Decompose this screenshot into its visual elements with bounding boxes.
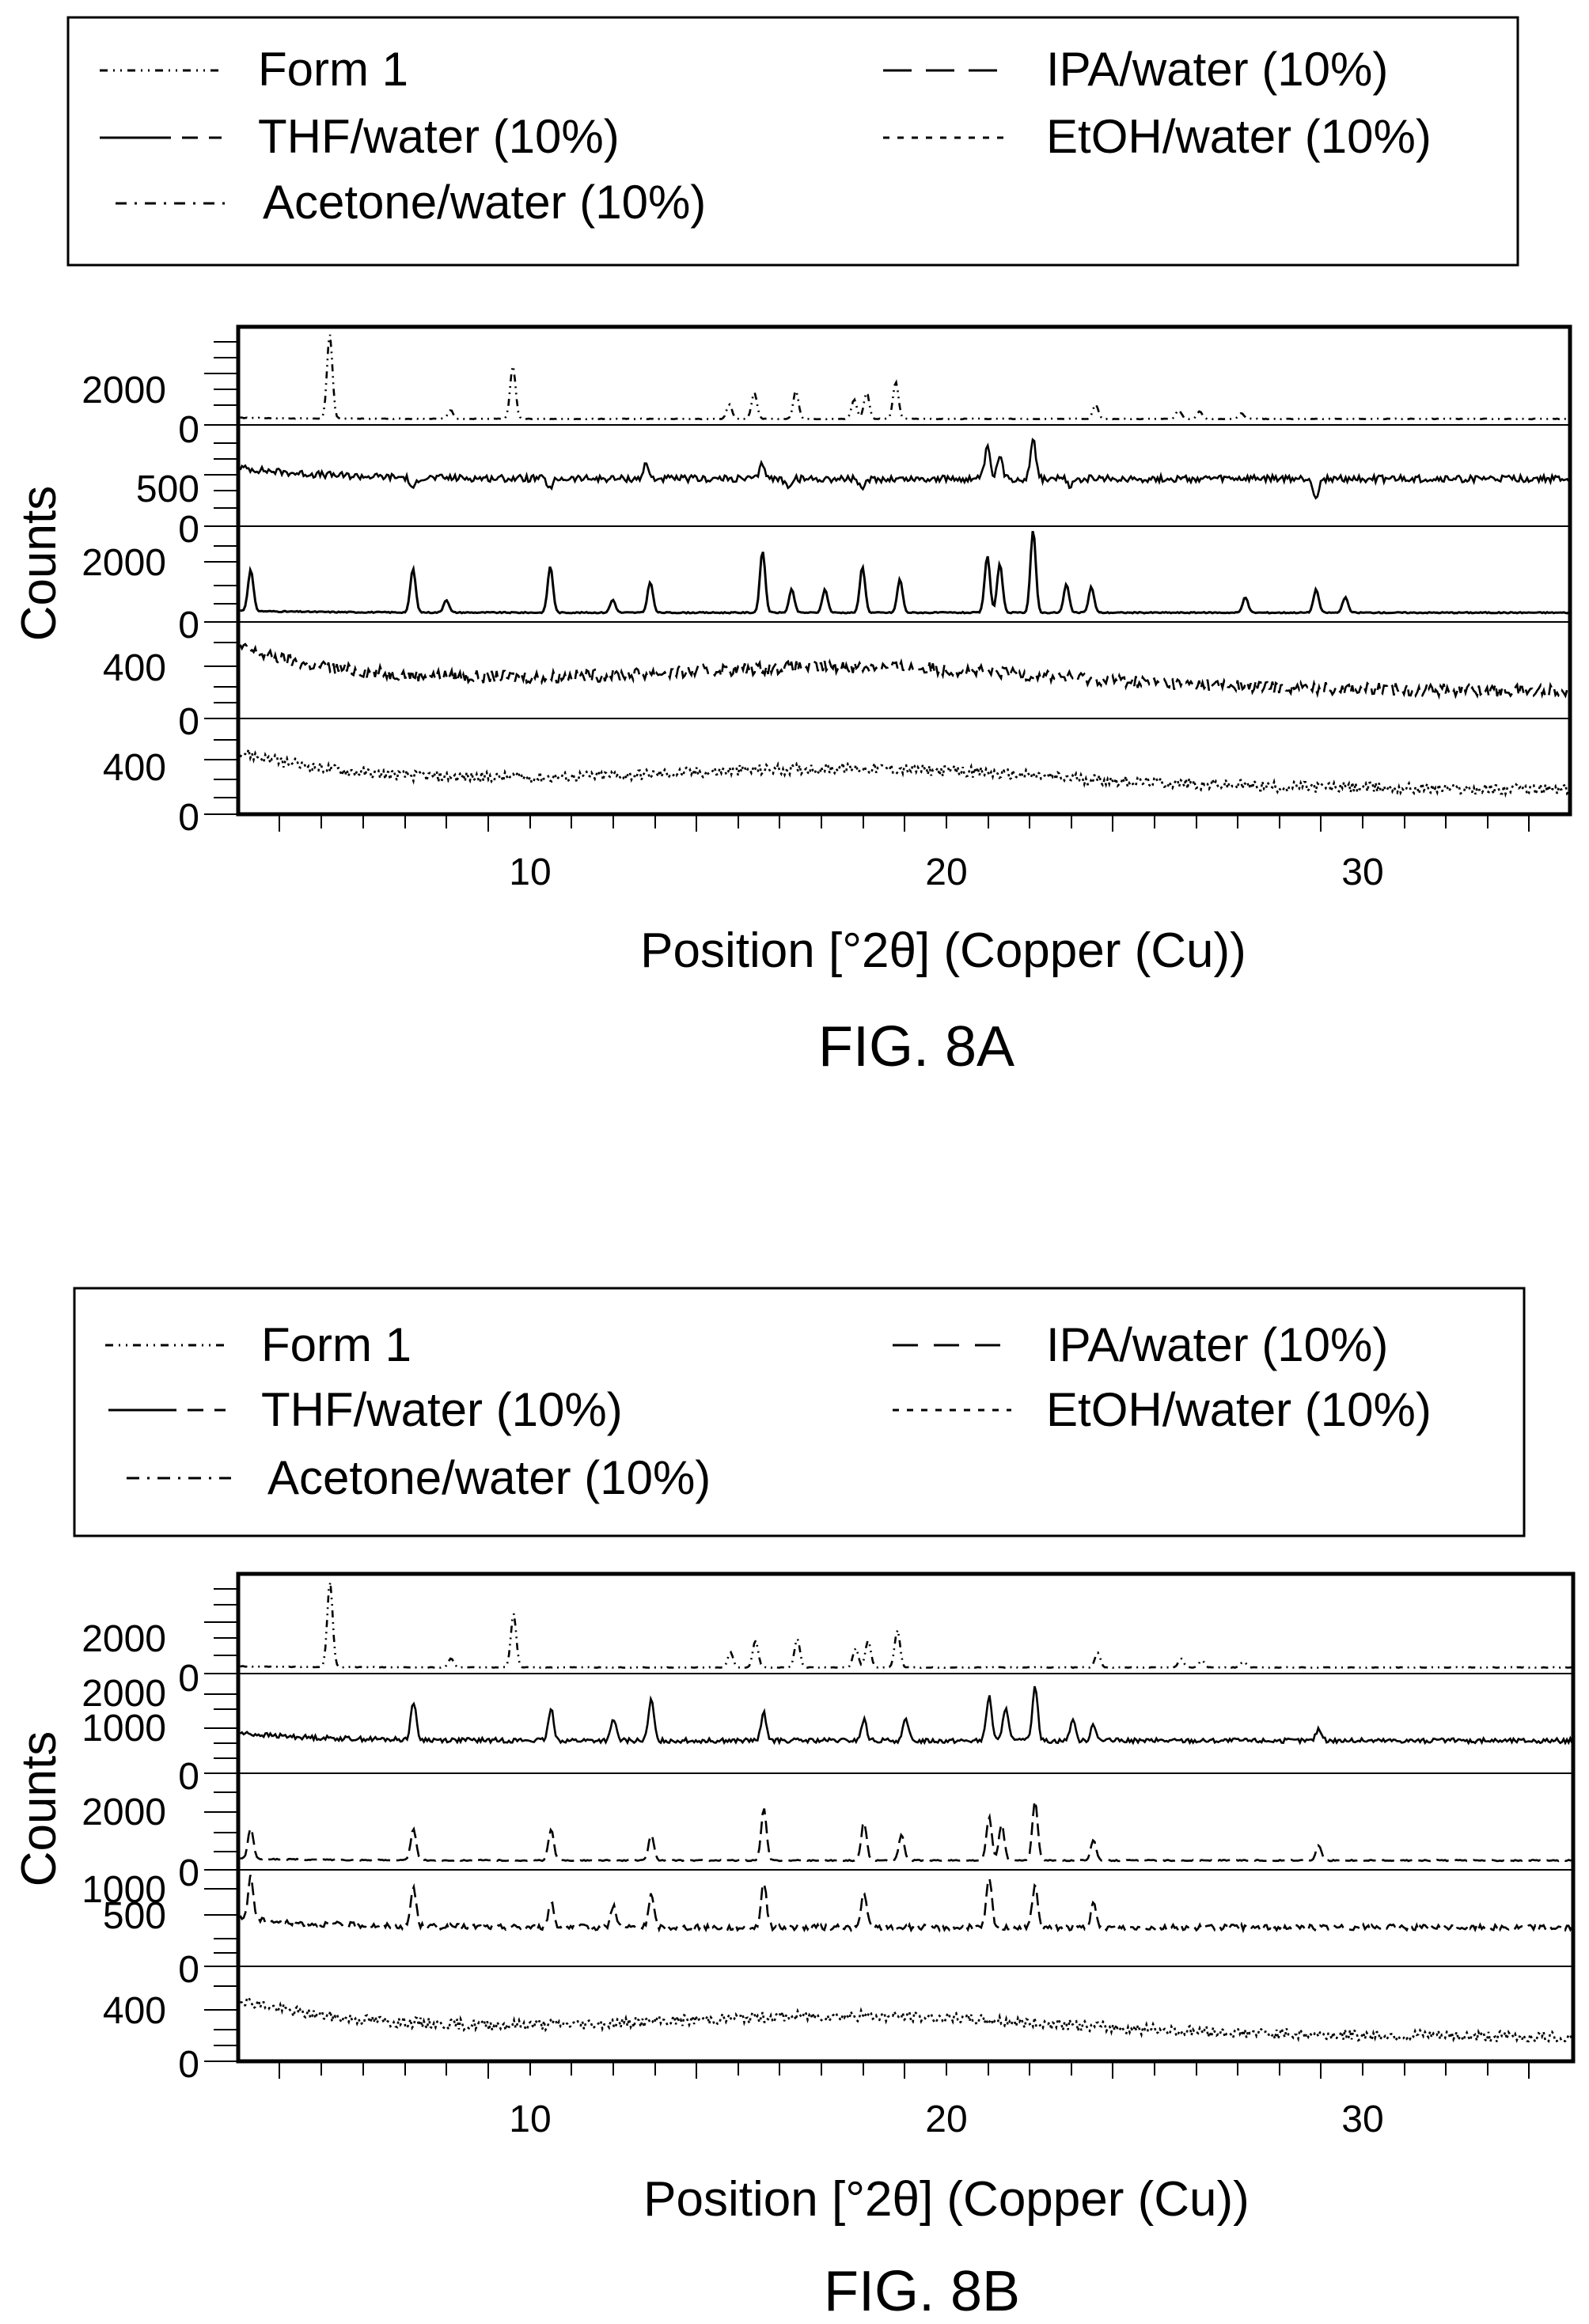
y-tick-label: 2000: [82, 1618, 166, 1660]
x-tick-label: 30: [1341, 2098, 1383, 2140]
x-axis-label: Position [°2θ] (Copper (Cu)): [640, 923, 1246, 978]
y-axis-label: Counts: [12, 1731, 66, 1886]
x-axis: 10 20 30 Position [°2θ] (Copper (Cu)): [279, 814, 1530, 978]
y-tick-label: 2000: [82, 370, 166, 411]
legend-label-etoh-water: EtOH/water (10%): [1046, 110, 1432, 163]
y-tick-label: 0: [178, 605, 199, 646]
trace-etoh-water-10: [239, 745, 1570, 798]
y-tick-label: 0: [178, 509, 199, 551]
y-tick-label: 0: [178, 1852, 199, 1894]
y-tick-label: 0: [178, 2044, 199, 2086]
legend-label-etoh-water: EtOH/water (10%): [1046, 1383, 1432, 1436]
trace-acetone-water-10: [240, 530, 1569, 615]
x-tick-label: 30: [1341, 851, 1383, 893]
figure-8b: Form 1 THF/water (10%) Acetone/water (10…: [12, 1287, 1576, 2323]
legend-label-thf-water: THF/water (10%): [258, 110, 620, 163]
y-axis: 2000 2000 0 1000 0 2000 0 1000 500 0 400…: [12, 1588, 238, 2086]
trace-thf-water-10: [239, 438, 1570, 500]
x-axis: 10 20 30 Position [°2θ] (Copper (Cu)): [279, 2061, 1530, 2227]
y-tick-label: 0: [178, 797, 199, 839]
y-tick-label: 2000: [82, 542, 166, 584]
legend-box: Form 1 THF/water (10%) Acetone/water (10…: [66, 16, 1519, 267]
y-axis-label: Counts: [12, 486, 66, 641]
y-tick-label: 0: [178, 701, 199, 743]
y-axis: 2000 0 500 0 2000 0 400 0 400 0 Counts: [12, 341, 238, 839]
y-tick-label: 400: [103, 647, 166, 689]
plot-area: [236, 324, 1572, 817]
y-tick-label: 500: [136, 468, 199, 510]
y-tick-label: 2000: [82, 1673, 166, 1715]
figure-caption: FIG. 8B: [824, 2260, 1020, 2323]
legend-label-form-1: Form 1: [261, 1318, 411, 1371]
trace-form-1: [240, 1582, 1572, 1670]
x-tick-label: 10: [509, 2098, 551, 2140]
y-tick-label: 0: [178, 1658, 199, 1700]
y-tick-label: 2000: [82, 1791, 166, 1833]
y-tick-label: 1000: [82, 1708, 166, 1750]
y-axis-ticks: [204, 341, 238, 815]
x-tick-label: 20: [925, 851, 967, 893]
x-axis-ticks: [279, 814, 1530, 832]
y-tick-label: 0: [178, 409, 199, 451]
y-tick-label: 500: [103, 1895, 166, 1937]
y-tick-label: 400: [103, 1990, 166, 2032]
trace-thf-water-10: [239, 1685, 1573, 1746]
x-tick-label: 20: [925, 2098, 967, 2140]
plot-area: [236, 1571, 1576, 2064]
x-axis-ticks: [279, 2061, 1530, 2079]
figure-8a: Form 1 THF/water (10%) Acetone/water (10…: [12, 16, 1572, 1079]
x-axis-label: Position [°2θ] (Copper (Cu)): [643, 2172, 1250, 2227]
legend-box: Form 1 THF/water (10%) Acetone/water (10…: [73, 1287, 1526, 1537]
x-tick-label: 10: [509, 851, 551, 893]
y-tick-label: 400: [103, 747, 166, 789]
y-tick-label: 0: [178, 1949, 199, 1991]
legend-label-acetone-water: Acetone/water (10%): [267, 1451, 711, 1504]
legend-label-acetone-water: Acetone/water (10%): [263, 176, 706, 229]
y-tick-label: 1000: [82, 1869, 166, 1911]
legend-label-ipa-water: IPA/water (10%): [1046, 43, 1388, 96]
y-tick-label: 0: [178, 1756, 199, 1798]
y-axis-ticks: [204, 1588, 238, 2062]
trace-ipa-water-10: [239, 1875, 1573, 1934]
trace-etoh-water-10: [240, 1996, 1573, 2045]
legend-label-thf-water: THF/water (10%): [261, 1383, 623, 1436]
legend-label-form-1: Form 1: [258, 43, 408, 96]
series-traces: [239, 1582, 1573, 2045]
series-traces: [239, 334, 1570, 798]
figure-caption: FIG. 8A: [818, 1015, 1014, 1079]
trace-acetone-water-10: [240, 1800, 1572, 1863]
trace-form-1: [240, 334, 1569, 421]
trace-ipa-water-10: [239, 643, 1570, 700]
legend-label-ipa-water: IPA/water (10%): [1046, 1318, 1388, 1371]
